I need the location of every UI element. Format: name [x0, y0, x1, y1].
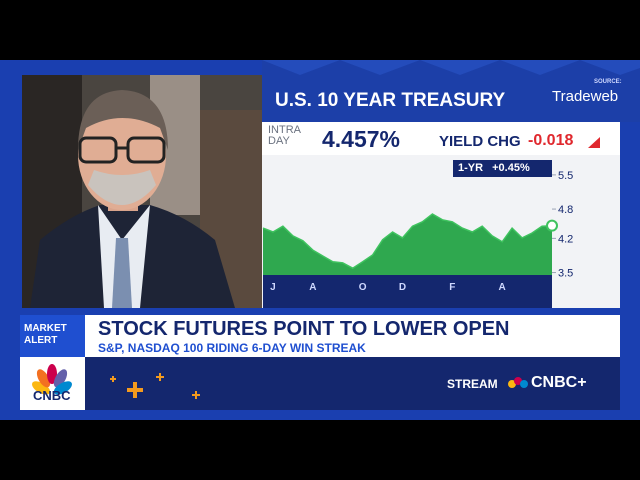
plus-signs — [110, 373, 200, 399]
x-tick-label: A — [499, 282, 506, 293]
headline-bar — [20, 315, 620, 357]
ticker-bar — [85, 357, 620, 410]
period-label: 1-YR — [458, 162, 484, 174]
x-tick-label: O — [359, 282, 367, 293]
alert-tag — [20, 315, 85, 357]
chevron-pattern — [262, 60, 640, 75]
area-line — [262, 213, 553, 270]
stream-peacock — [508, 377, 528, 388]
month-strip — [263, 275, 552, 308]
last-point — [546, 219, 558, 232]
period-change: +0.45% — [492, 162, 530, 174]
x-tick-label: D — [399, 282, 406, 293]
yield-value: 4.457% — [322, 126, 401, 152]
stream-label: STREAM — [447, 377, 498, 391]
logo-text: CNBC — [33, 388, 71, 403]
video-window — [22, 75, 262, 308]
y-tick-label: 5.5 — [558, 170, 573, 182]
subhead: S&P, NASDAQ 100 RIDING 6-DAY WIN STREAK — [98, 341, 366, 355]
y-tick-label: 4.8 — [558, 204, 573, 216]
area-fill — [263, 214, 552, 275]
down-arrow — [588, 137, 600, 148]
y-tick-label: 4.2 — [558, 233, 573, 245]
x-tick-label: A — [309, 282, 316, 293]
x-tick-label: J — [270, 282, 276, 293]
source-label: SOURCE: — [594, 79, 622, 85]
period-badge: 1-YR +0.45% — [453, 160, 552, 177]
headline: STOCK FUTURES POINT TO LOWER OPEN — [98, 318, 510, 340]
source-name: Tradeweb — [552, 88, 619, 105]
alert-tag-text: MARKET ALERT — [24, 323, 67, 346]
intraday-label: INTRA DAY — [268, 124, 301, 147]
stream-brand: CNBC+ — [531, 374, 587, 391]
y-tick-label: 3.5 — [558, 268, 573, 280]
change-label: YIELD CHG — [439, 133, 521, 150]
peacock-logo — [32, 364, 72, 395]
quote-box — [262, 122, 620, 155]
x-tick-label: F — [449, 282, 455, 293]
change-value: -0.018 — [528, 132, 574, 149]
panel-title: U.S. 10 YEAR TREASURY — [275, 90, 506, 111]
